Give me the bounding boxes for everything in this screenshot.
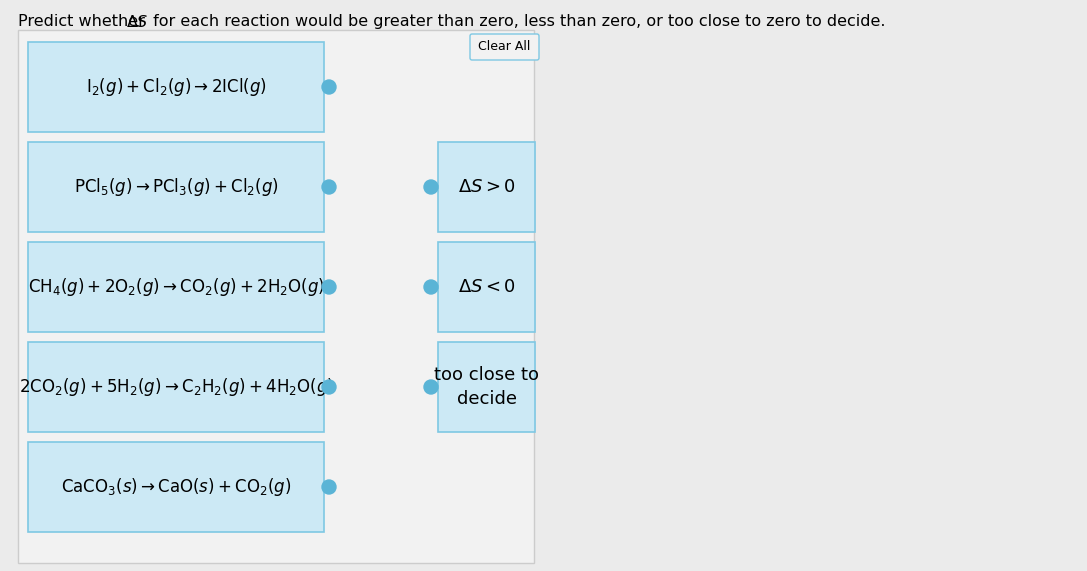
- FancyBboxPatch shape: [470, 34, 539, 60]
- FancyBboxPatch shape: [28, 242, 324, 332]
- Text: $\Delta S$: $\Delta S$: [126, 14, 149, 30]
- FancyBboxPatch shape: [18, 30, 534, 563]
- Text: Predict whether: Predict whether: [18, 14, 150, 29]
- Text: for each reaction would be greater than zero, less than zero, or too close to ze: for each reaction would be greater than …: [148, 14, 886, 29]
- Text: $\mathrm{CaCO_3}(s) \rightarrow \mathrm{CaO}(s) + \mathrm{CO_2}(g)$: $\mathrm{CaCO_3}(s) \rightarrow \mathrm{…: [61, 476, 291, 498]
- FancyBboxPatch shape: [28, 342, 324, 432]
- FancyBboxPatch shape: [438, 142, 535, 232]
- Text: $\mathrm{PCl_5}(g) \rightarrow \mathrm{PCl_3}(g) + \mathrm{Cl_2}(g)$: $\mathrm{PCl_5}(g) \rightarrow \mathrm{P…: [74, 176, 278, 198]
- Text: $\Delta S < 0$: $\Delta S < 0$: [458, 278, 515, 296]
- Text: $\mathrm{CH_4}(g) + 2\mathrm{O_2}(g) \rightarrow \mathrm{CO_2}(g) + 2\mathrm{H_2: $\mathrm{CH_4}(g) + 2\mathrm{O_2}(g) \ri…: [27, 276, 324, 298]
- Circle shape: [424, 280, 438, 294]
- Circle shape: [424, 380, 438, 394]
- Circle shape: [322, 180, 336, 194]
- FancyBboxPatch shape: [438, 242, 535, 332]
- FancyBboxPatch shape: [28, 442, 324, 532]
- Text: $\Delta S > 0$: $\Delta S > 0$: [458, 178, 515, 196]
- Circle shape: [322, 380, 336, 394]
- Text: $2\mathrm{CO_2}(g) + 5\mathrm{H_2}(g) \rightarrow \mathrm{C_2H_2}(g) + 4\mathrm{: $2\mathrm{CO_2}(g) + 5\mathrm{H_2}(g) \r…: [18, 376, 334, 398]
- Circle shape: [322, 80, 336, 94]
- Circle shape: [424, 180, 438, 194]
- Circle shape: [322, 480, 336, 494]
- Text: $\mathrm{I_2}(g) + \mathrm{Cl_2}(g) \rightarrow 2\mathrm{ICl}(g)$: $\mathrm{I_2}(g) + \mathrm{Cl_2}(g) \rig…: [86, 76, 266, 98]
- FancyBboxPatch shape: [438, 342, 535, 432]
- Circle shape: [322, 280, 336, 294]
- Text: too close to
decide: too close to decide: [434, 365, 539, 408]
- Text: Clear All: Clear All: [478, 41, 530, 54]
- FancyBboxPatch shape: [28, 42, 324, 132]
- FancyBboxPatch shape: [28, 142, 324, 232]
